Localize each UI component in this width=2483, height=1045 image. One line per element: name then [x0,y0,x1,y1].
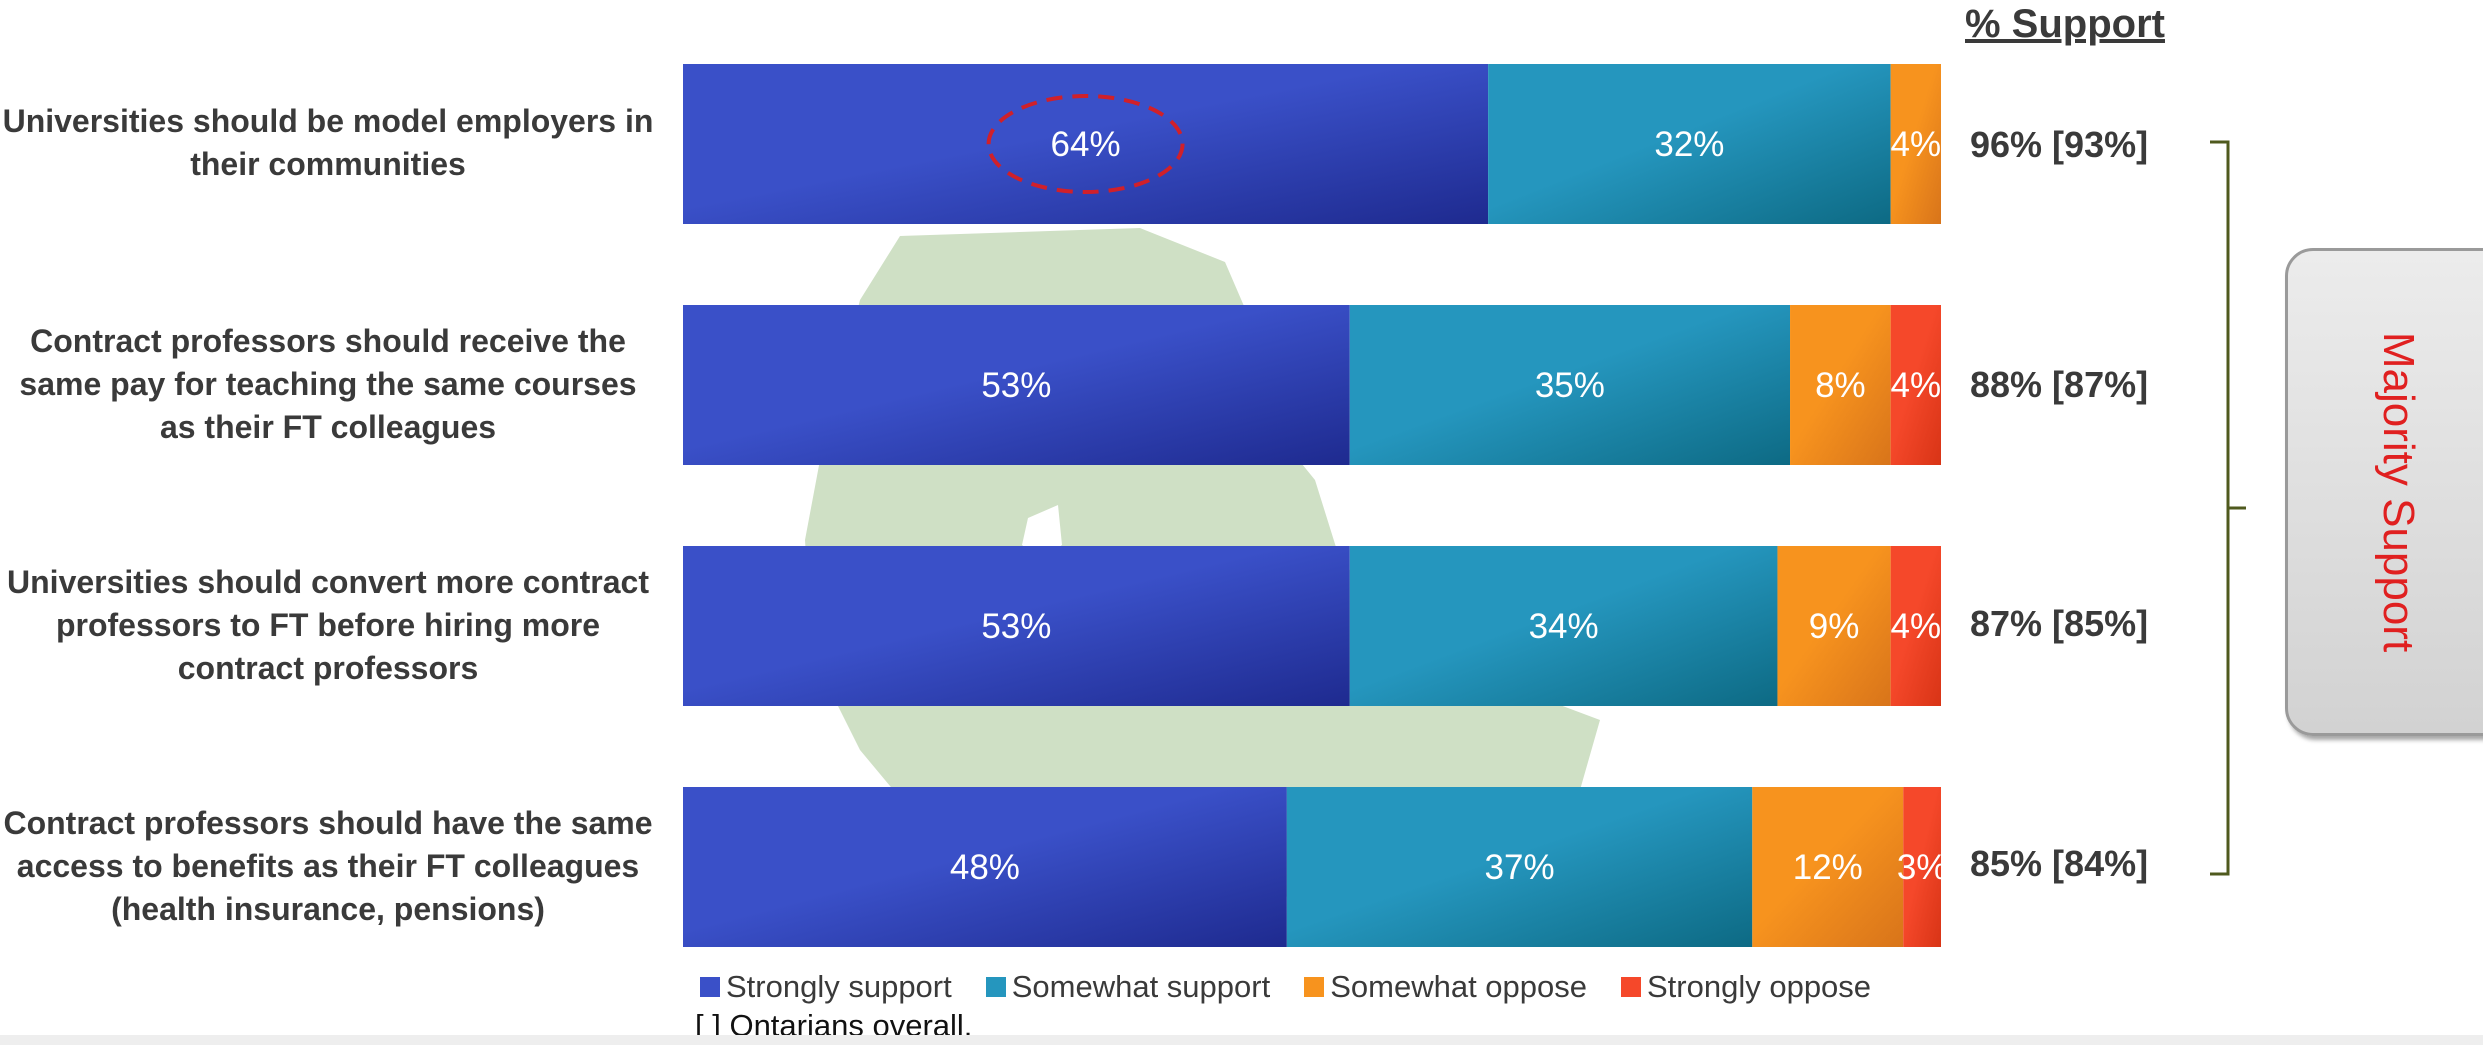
legend-item-strongly-oppose: Strongly oppose [1621,969,1871,1005]
majority-support-text: Majority Support [2374,331,2423,653]
bar-label-somewhat-oppose-2: 8% [1815,366,1866,405]
bar-somewhat-support-3 [1349,546,1778,706]
bar-label-somewhat-support-4: 37% [1485,848,1555,887]
question-label-4: Contract professors should have the same… [3,805,653,927]
bar-somewhat-oppose-1 [1890,64,1941,224]
legend-item-somewhat-oppose: Somewhat oppose [1304,969,1587,1005]
bar-label-strongly-oppose-2: 4% [1891,366,1942,405]
support-header: % Support [1965,2,2165,46]
bar-label-strongly-support-4: 48% [950,848,1020,887]
support-value-4: 85% [84%] [1970,843,2149,884]
bar-strongly-support-4 [683,787,1287,947]
question-label-1: Universities should be model employers i… [2,103,654,182]
legend-swatch-strongly-oppose [1621,977,1641,997]
bar-somewhat-support-4 [1286,787,1753,947]
bar-somewhat-oppose-2 [1790,305,1891,465]
bar-somewhat-support-2 [1349,305,1791,465]
bar-label-strongly-support-2: 53% [981,366,1051,405]
bar-label-strongly-oppose-3: 4% [1891,607,1942,646]
majority-bracket [2210,140,2246,876]
question-label-2: Contract professors should receive the s… [19,323,637,445]
legend-swatch-strongly-support [700,977,720,997]
bar-label-somewhat-oppose-4: 12% [1793,848,1863,887]
bar-somewhat-support-1 [1488,64,1891,224]
legend-item-somewhat-support: Somewhat support [985,969,1271,1005]
bar-label-strongly-oppose-4: 3% [1897,848,1948,887]
bar-strongly-oppose-3 [1890,546,1941,706]
legend-swatch-somewhat-support [985,977,1006,997]
legend-label-somewhat-support: Somewhat support [1011,969,1271,1004]
bar-strongly-support-1 [683,64,1489,224]
support-value-2: 88% [87%] [1970,364,2149,405]
bar-somewhat-oppose-3 [1777,546,1891,706]
bar-label-somewhat-support-1: 32% [1654,125,1724,164]
highlight-circle [986,94,1185,194]
legend-swatch-somewhat-oppose [1304,977,1325,997]
majority-support-callout: Majority Support [2285,248,2483,736]
bar-label-strongly-support-1: 64% [1051,125,1121,164]
bar-strongly-support-2 [683,305,1350,465]
support-value-1: 96% [93%] [1970,124,2149,165]
footer-strip [0,1035,2483,1045]
legend: Strongly support Somewhat support Somewh… [700,967,1905,1007]
legend-label-strongly-oppose: Strongly oppose [1647,969,1872,1004]
bar-label-somewhat-oppose-1: 4% [1891,125,1942,164]
legend-label-somewhat-oppose: Somewhat oppose [1330,969,1587,1004]
bar-strongly-support-3 [683,546,1350,706]
bar-strongly-oppose-2 [1890,305,1941,465]
bar-label-somewhat-support-2: 35% [1535,366,1605,405]
bar-strongly-oppose-4 [1903,787,1941,947]
legend-label-strongly-support: Strongly support [726,969,952,1004]
bar-somewhat-oppose-4 [1752,787,1904,947]
legend-item-strongly-support: Strongly support [700,969,952,1005]
bar-label-somewhat-support-3: 34% [1529,607,1599,646]
question-label-3: Universities should convert more contrac… [7,564,649,686]
bar-label-somewhat-oppose-3: 9% [1809,607,1860,646]
bar-label-strongly-support-3: 53% [981,607,1051,646]
support-value-3: 87% [85%] [1970,603,2149,644]
